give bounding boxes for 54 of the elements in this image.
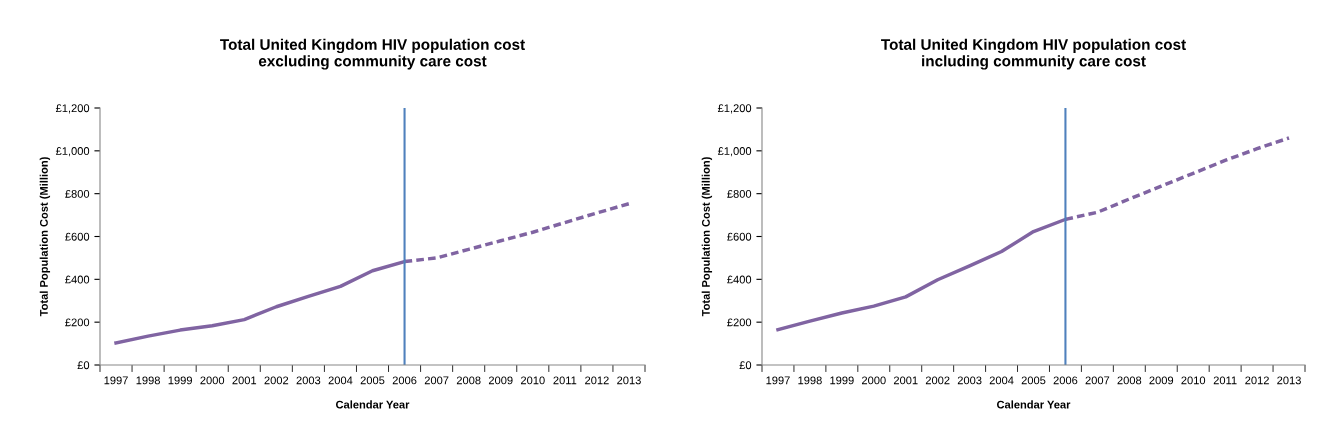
x-tick-label: 1997 <box>766 376 790 385</box>
x-tick-label: 2013 <box>617 376 641 385</box>
y-tick-label: £600 <box>727 232 752 241</box>
y-tick-label: £1,200 <box>55 104 90 114</box>
y-tick-label: £1,000 <box>55 147 90 157</box>
y-tick-label: £1,000 <box>717 147 752 157</box>
x-tick-label: 2009 <box>488 376 513 385</box>
x-tick-label: 2000 <box>862 376 886 385</box>
y-tick-label: £400 <box>65 275 90 284</box>
y-tick-label: £200 <box>727 318 752 327</box>
x-tick-label: 2002 <box>925 376 950 385</box>
x-tick-label: 2005 <box>1021 376 1046 385</box>
y-tick-label: £800 <box>65 189 90 198</box>
x-tick-label: 2008 <box>456 376 481 385</box>
x-tick-label: 2011 <box>1213 376 1237 385</box>
x-tick-label: 1998 <box>136 376 160 385</box>
y-tick-label: £0 <box>739 361 752 370</box>
y-tick-label: £1,200 <box>717 104 752 114</box>
x-tick-label: 2004 <box>989 376 1014 385</box>
x-tick-label: 2009 <box>1149 376 1174 385</box>
y-tick-label: £200 <box>65 318 90 327</box>
x-axis-title: Calendar Year <box>997 400 1071 409</box>
x-tick-label: 2003 <box>957 376 982 385</box>
x-axis-title: Calendar Year <box>336 400 410 409</box>
x-tick-label: 2006 <box>1053 376 1078 385</box>
x-tick-label: 2004 <box>328 376 353 385</box>
y-axis-title: Total Population Cost (Million) <box>39 157 51 317</box>
x-tick-label: 1999 <box>830 376 854 385</box>
x-tick-label: 2001 <box>232 376 257 385</box>
x-tick-label: 2006 <box>392 376 417 385</box>
x-tick-label: 1997 <box>104 376 128 385</box>
x-tick-label: 1998 <box>798 376 822 385</box>
x-tick-label: 2002 <box>264 376 289 385</box>
x-tick-label: 2011 <box>553 376 577 385</box>
y-tick-label: £400 <box>727 275 752 284</box>
x-tick-label: 2008 <box>1117 376 1142 385</box>
x-tick-label: 2003 <box>296 376 321 385</box>
chart-title: Total United Kingdom HIV population cost including community care cost <box>881 38 1186 70</box>
x-tick-label: 2007 <box>1085 376 1110 385</box>
y-axis-title: Total Population Cost (Million) <box>701 157 713 317</box>
y-tick-label: £0 <box>77 361 90 370</box>
x-tick-label: 1999 <box>168 376 192 385</box>
x-tick-label: 2005 <box>360 376 385 385</box>
chart-title: Total United Kingdom HIV population cost excluding community care cost <box>220 38 525 70</box>
x-tick-label: 2012 <box>585 376 609 385</box>
y-tick-label: £600 <box>65 232 90 241</box>
x-tick-label: 2007 <box>424 376 449 385</box>
x-tick-label: 2012 <box>1245 376 1269 385</box>
x-tick-label: 2001 <box>893 376 918 385</box>
x-tick-label: 2013 <box>1277 376 1301 385</box>
x-tick-label: 2010 <box>1181 376 1206 385</box>
x-tick-label: 2010 <box>521 376 545 385</box>
y-tick-label: £800 <box>727 189 752 198</box>
x-tick-label: 2000 <box>200 376 225 385</box>
